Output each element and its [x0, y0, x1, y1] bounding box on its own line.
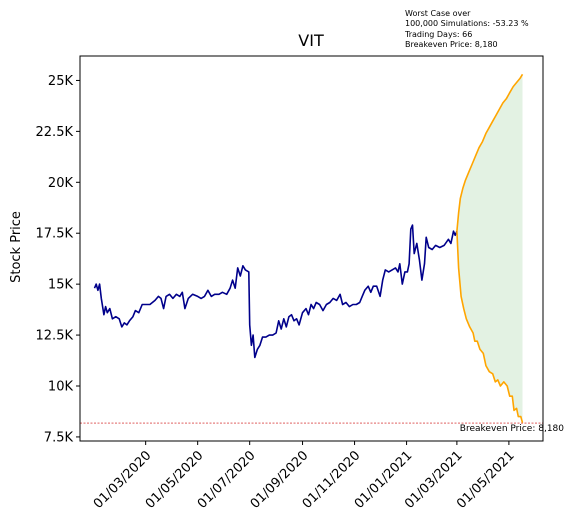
historical-price-line — [93, 224, 458, 359]
y-tick-label: 15K — [48, 278, 74, 293]
y-tick-label: 20K — [48, 176, 74, 191]
y-tick-label: 7.5K — [44, 430, 74, 445]
annotation-line-4: Breakeven Price: 8,180 — [405, 40, 498, 49]
y-tick-label: 17.5K — [36, 227, 74, 242]
annotation-line-3: Trading Days: 66 — [404, 30, 472, 39]
y-axis-ticks: 7.5K 10K 12.5K 15K 17.5K 20K 22.5K 25K — [36, 74, 80, 445]
chart-title: VIT — [298, 31, 324, 50]
y-tick-label: 10K — [48, 380, 74, 395]
y-tick-label: 22.5K — [36, 125, 74, 140]
plot-frame — [79, 55, 544, 442]
y-tick-label: 25K — [48, 74, 74, 89]
plot-area — [80, 73, 543, 424]
annotation-line-2: 100,000 Simulations: -53.23 % — [405, 19, 529, 28]
simulation-upper-line — [456, 73, 524, 232]
simulation-annotation: Worst Case over 100,000 Simulations: -53… — [404, 9, 529, 49]
annotation-line-1: Worst Case over — [405, 9, 471, 18]
breakeven-label: Breakeven Price: 8,180 — [460, 424, 564, 434]
x-axis-ticks: 01/03/202001/05/202001/07/202001/09/2020… — [91, 441, 518, 512]
simulation-lower-line — [456, 231, 524, 423]
y-axis-title: Stock Price — [9, 211, 24, 283]
y-tick-label: 12.5K — [36, 329, 74, 344]
